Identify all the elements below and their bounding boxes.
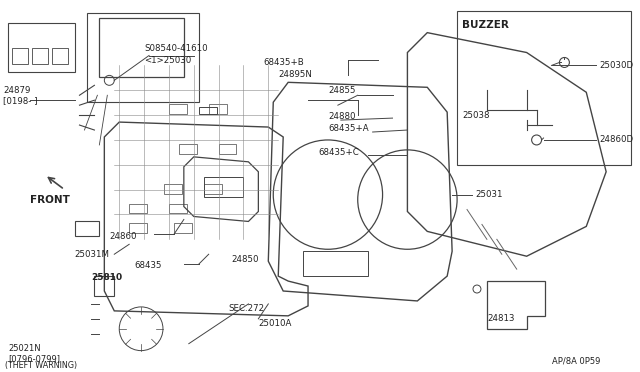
Text: 24880: 24880 (328, 112, 355, 121)
Text: 24895N: 24895N (278, 70, 312, 79)
Text: 25010A: 25010A (259, 319, 292, 328)
Text: 24855: 24855 (328, 86, 355, 95)
Text: 24860: 24860 (109, 232, 137, 241)
Text: 25810: 25810 (92, 273, 122, 282)
Text: S08540-41610: S08540-41610 (144, 44, 208, 53)
Text: 24850: 24850 (232, 255, 259, 264)
Text: 24879
[0198- ]: 24879 [0198- ] (3, 86, 38, 105)
Text: 24860D: 24860D (599, 135, 634, 144)
Text: 25031M: 25031M (74, 250, 109, 259)
Text: 68435+A: 68435+A (328, 124, 369, 132)
Text: 25038: 25038 (462, 110, 490, 120)
Text: 68435+B: 68435+B (263, 58, 304, 67)
Text: 25021N
[0796-0799]: 25021N [0796-0799] (8, 344, 60, 363)
Text: SEC.272: SEC.272 (228, 304, 265, 313)
Text: (THEFT WARNING): (THEFT WARNING) (5, 361, 77, 370)
Text: AP/8A 0P59: AP/8A 0P59 (552, 356, 600, 365)
Text: 24813: 24813 (487, 314, 515, 323)
Text: 68435: 68435 (134, 261, 162, 270)
Text: 25030D: 25030D (599, 61, 634, 70)
Text: 68435+C: 68435+C (318, 148, 359, 157)
Text: FRONT: FRONT (29, 195, 70, 205)
Text: 25031: 25031 (475, 190, 502, 199)
Text: <1>25030: <1>25030 (144, 56, 191, 65)
Text: BUZZER: BUZZER (462, 20, 509, 30)
